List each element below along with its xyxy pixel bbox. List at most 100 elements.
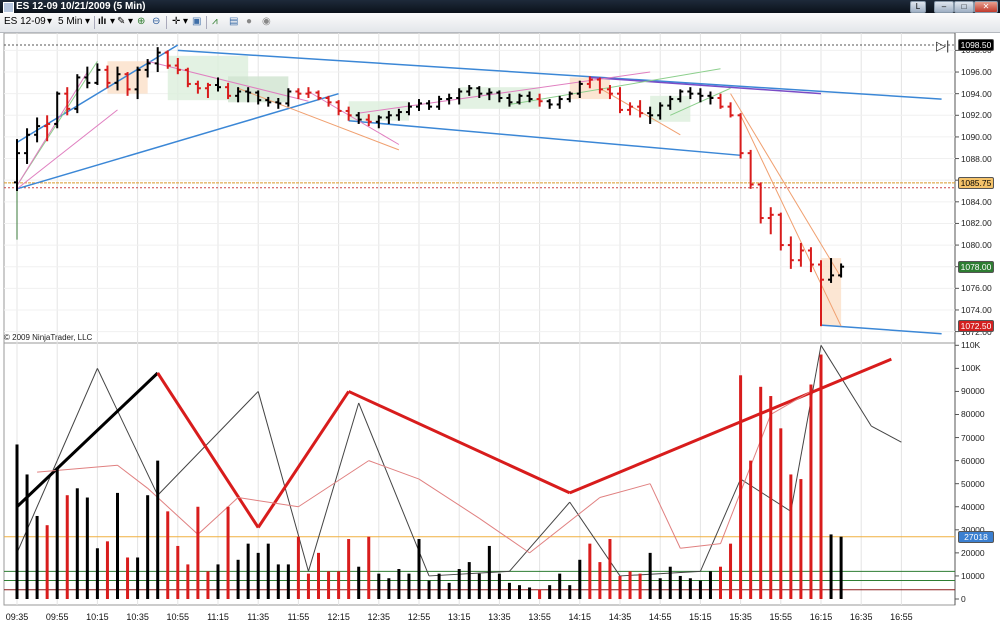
properties-icon[interactable]: ▣	[192, 16, 202, 27]
window-titlebar: ES 12-09 10/21/2009 (5 Min) L – □ ✕	[0, 0, 1000, 13]
volume-swing-line	[820, 345, 872, 427]
trend-line	[358, 71, 651, 114]
trend-line	[308, 91, 400, 145]
time-tick-label: 11:35	[247, 612, 270, 622]
chart-canvas[interactable]	[0, 33, 1000, 625]
volume-bar	[85, 497, 89, 599]
volume-bar	[146, 495, 150, 599]
volume-bar	[749, 460, 753, 599]
instrument-selector[interactable]: ES 12-09	[4, 16, 46, 27]
volume-bar	[136, 557, 140, 599]
draw-dropdown-icon[interactable]: ▾	[128, 16, 134, 27]
volume-bar	[216, 564, 220, 599]
bar-style-dropdown-icon[interactable]: ▾	[110, 16, 116, 27]
zoom-out-icon[interactable]: ⊖	[152, 16, 161, 27]
volume-bar	[598, 562, 602, 599]
volume-swing-line-secondary	[117, 464, 148, 489]
crosshair-dropdown-icon[interactable]: ▾	[183, 16, 189, 27]
volume-bar	[759, 386, 763, 599]
volume-bar	[779, 428, 783, 599]
price-value-tag: 1085.75	[958, 176, 994, 189]
price-tick-label: 1096.00	[961, 67, 992, 78]
volume-bar	[276, 564, 280, 599]
volume-bar	[266, 543, 270, 599]
volume-bar	[75, 488, 79, 599]
trend-line	[348, 119, 741, 157]
volume-bar	[116, 492, 119, 599]
volume-tick-label: 110K	[961, 340, 981, 351]
volume-panel	[3, 342, 956, 606]
close-button[interactable]: ✕	[974, 1, 998, 13]
volume-bar	[226, 506, 230, 599]
volume-swing-line	[619, 570, 701, 577]
volume-bar	[638, 573, 642, 599]
volume-bar	[65, 495, 69, 599]
trend-line	[237, 87, 400, 151]
price-tick-label: 1090.00	[961, 131, 992, 142]
volume-bar	[457, 569, 461, 599]
volume-bar	[196, 506, 200, 599]
minimize-button[interactable]: –	[934, 1, 954, 13]
volume-bar	[809, 384, 813, 599]
trend-line	[740, 115, 842, 327]
volume-swing-line	[157, 391, 259, 496]
time-tick-label: 10:15	[86, 612, 109, 622]
volume-bar	[176, 545, 180, 599]
toolbar-separator	[94, 16, 95, 29]
indicators-icon[interactable]: ⩘	[212, 16, 218, 27]
price-tick-label: 1084.00	[961, 196, 992, 207]
price-tick-label: 1092.00	[961, 110, 992, 121]
toolbar-separator	[166, 16, 167, 29]
time-tick-label: 14:35	[608, 612, 632, 622]
link-button[interactable]: L	[910, 1, 926, 13]
volume-bar	[588, 543, 592, 599]
scroll-to-end-icon[interactable]: ▷|	[936, 38, 950, 53]
strategy-icon[interactable]: ▤	[229, 16, 239, 27]
volume-bar	[427, 580, 431, 599]
trend-line	[820, 324, 942, 335]
volume-bar	[347, 539, 351, 599]
volume-bar	[206, 571, 210, 599]
volume-swing-line	[96, 368, 159, 496]
window-title: ES 12-09 10/21/2009 (5 Min)	[16, 1, 146, 12]
period-selector[interactable]: 5 Min	[58, 16, 83, 27]
alert-icon[interactable]: ●	[246, 16, 253, 27]
volume-swing-line-secondary	[418, 478, 480, 519]
volume-bar	[769, 396, 773, 599]
zoom-in-icon[interactable]: ⊕	[137, 16, 146, 27]
chart-area[interactable]	[0, 33, 1000, 625]
volume-bar	[447, 582, 451, 599]
volume-bar	[708, 571, 712, 599]
volume-bar	[497, 573, 501, 599]
snapshot-icon[interactable]: ◉	[262, 16, 271, 27]
volume-bar	[15, 444, 19, 599]
trend-line	[730, 93, 842, 278]
volume-tick-label: 0	[961, 594, 966, 604]
crosshair-icon[interactable]: ✛	[172, 16, 181, 27]
volume-bar	[337, 571, 341, 599]
volume-swing-line	[509, 501, 571, 572]
price-tick-label: 1076.00	[961, 283, 992, 294]
volume-bar	[377, 573, 381, 599]
volume-bar	[236, 559, 240, 599]
volume-bar	[126, 557, 130, 599]
price-tick-label: 1082.00	[961, 218, 992, 229]
volume-bar	[658, 578, 662, 599]
price-tick-label: 1088.00	[961, 153, 992, 164]
volume-swing-line	[699, 478, 742, 572]
volume-bar	[156, 460, 160, 599]
price-tick-label: 1074.00	[961, 304, 992, 315]
instrument-dropdown-icon[interactable]: ▾	[47, 16, 53, 27]
pencil-draw-icon[interactable]: ✎	[117, 16, 126, 27]
bar-style-icon[interactable]: ılı	[98, 16, 107, 27]
volume-swing-line	[790, 345, 822, 512]
volume-swing-line	[307, 402, 360, 572]
trend-line	[16, 92, 339, 190]
period-dropdown-icon[interactable]: ▾	[85, 16, 91, 27]
volume-trend-line	[256, 390, 350, 529]
maximize-button[interactable]: □	[954, 1, 974, 13]
volume-bar	[729, 543, 733, 599]
trend-line	[177, 49, 942, 100]
volume-bar	[829, 534, 833, 599]
volume-bar	[306, 573, 310, 599]
